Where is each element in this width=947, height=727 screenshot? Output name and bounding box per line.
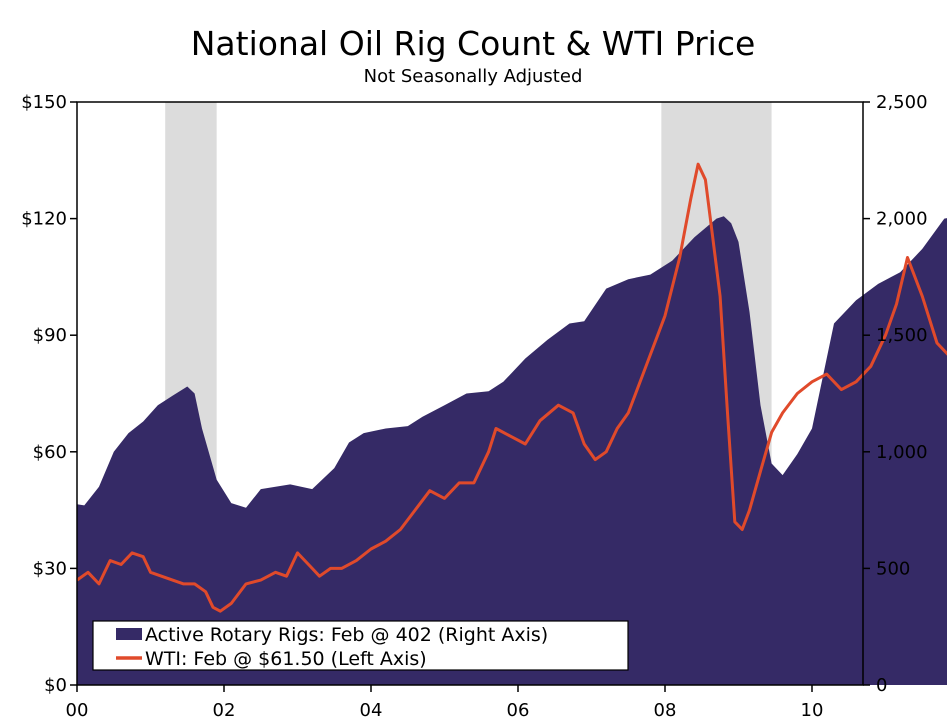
left-tick-label: $0 — [44, 675, 67, 696]
legend-label-wti: WTI: Feb @ $61.50 (Left Axis) — [145, 648, 427, 670]
wti-line — [76, 162, 947, 613]
x-tick-label: 10 — [801, 700, 824, 721]
left-tick-label: $90 — [33, 325, 67, 346]
left-tick-label: $30 — [33, 558, 67, 579]
chart-title: National Oil Rig Count & WTI Price — [191, 24, 756, 63]
rig-count-area — [77, 216, 947, 685]
right-tick-label: 500 — [876, 558, 910, 579]
x-tick-label: 02 — [213, 700, 236, 721]
right-tick-label: 0 — [876, 675, 887, 696]
legend: Active Rotary Rigs: Feb @ 402 (Right Axi… — [92, 620, 629, 671]
left-tick-label: $150 — [21, 92, 67, 113]
left-axis: $0 $30 $60 $90 $120 $150 — [21, 92, 77, 696]
right-axis: 0 500 1,000 1,500 2,000 2,500 — [863, 92, 928, 696]
legend-box — [92, 620, 629, 671]
x-tick-label: 08 — [654, 700, 677, 721]
right-tick-label: 2,500 — [876, 92, 928, 113]
x-tick-label: 04 — [360, 700, 383, 721]
legend-label-rigs: Active Rotary Rigs: Feb @ 402 (Right Axi… — [145, 624, 548, 646]
right-tick-label: 1,500 — [876, 325, 928, 346]
legend-area-swatch — [116, 628, 142, 640]
left-tick-label: $60 — [33, 442, 67, 463]
chart-subtitle: Not Seasonally Adjusted — [364, 66, 583, 87]
wti-line-layer — [76, 162, 947, 613]
right-tick-label: 2,000 — [876, 209, 928, 230]
x-axis: 0002040608101214161820 — [66, 685, 824, 721]
right-tick-label: 1,000 — [876, 442, 928, 463]
plot-frame — [76, 101, 864, 686]
left-tick-label: $120 — [21, 209, 67, 230]
x-tick-label: 00 — [66, 700, 89, 721]
rig-count-area-layer — [77, 216, 947, 685]
x-tick-label: 06 — [507, 700, 530, 721]
